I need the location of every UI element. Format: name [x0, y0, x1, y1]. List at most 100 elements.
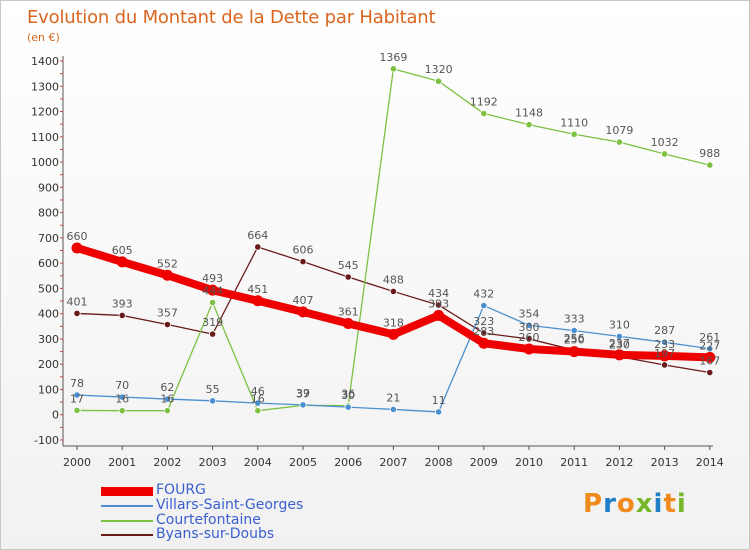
data-label-fourg: 318: [383, 316, 404, 329]
legend-label: FOURG: [156, 482, 206, 498]
data-label-villars-saint-georges: 310: [609, 318, 630, 331]
point-courtefontaine: [480, 109, 488, 118]
point-villars-saint-georges: [299, 401, 307, 409]
point-fourg: [613, 349, 625, 361]
data-label-byans-sur-doubs: 606: [293, 244, 314, 257]
data-label-byans-sur-doubs: 323: [473, 315, 494, 328]
data-label-fourg: 233: [654, 338, 675, 351]
x-tick-label: 2000: [63, 456, 91, 469]
x-tick-label: 2012: [605, 456, 633, 469]
point-fourg: [71, 242, 83, 254]
point-fourg: [387, 328, 399, 340]
point-courtefontaine: [706, 161, 714, 169]
data-label-fourg: 237: [609, 337, 630, 350]
point-courtefontaine: [525, 121, 533, 129]
data-label-villars-saint-georges: 39: [296, 387, 310, 400]
data-label-byans-sur-doubs: 545: [338, 259, 359, 272]
logo-letter: o: [616, 489, 636, 519]
point-byans-sur-doubs: [209, 330, 217, 338]
point-courtefontaine: [615, 138, 624, 146]
y-tick-label: 0: [52, 409, 59, 422]
point-fourg: [116, 256, 128, 268]
point-villars-saint-georges: [660, 338, 669, 346]
y-tick-label: 400: [38, 308, 59, 321]
data-label-villars-saint-georges: 432: [473, 288, 494, 301]
y-tick-label: 500: [38, 282, 59, 295]
data-label-fourg: 493: [202, 272, 223, 285]
point-villars-saint-georges: [163, 395, 171, 403]
point-fourg: [478, 337, 490, 349]
point-villars-saint-georges: [434, 408, 443, 416]
legend-item-courtefontaine: Courtefontaine: [101, 512, 401, 528]
data-label-villars-saint-georges: 21: [386, 391, 400, 404]
point-fourg: [207, 284, 219, 296]
point-villars-saint-georges: [615, 332, 624, 341]
data-label-byans-sur-doubs: 393: [112, 297, 133, 310]
data-label-courtefontaine: 1369: [379, 51, 407, 64]
point-byans-sur-doubs: [118, 311, 126, 320]
point-fourg: [161, 269, 173, 281]
data-label-byans-sur-doubs: 664: [247, 229, 268, 242]
data-label-courtefontaine: 988: [699, 147, 720, 160]
data-label-villars-saint-georges: 333: [564, 313, 585, 326]
y-tick-label: 800: [38, 207, 59, 220]
data-label-byans-sur-doubs: 434: [428, 287, 449, 300]
x-tick-label: 2003: [199, 456, 227, 469]
point-fourg: [252, 295, 264, 307]
legend-swatch: [101, 520, 153, 522]
point-villars-saint-georges: [254, 399, 262, 407]
data-label-courtefontaine: 17: [70, 392, 84, 405]
point-byans-sur-doubs: [525, 335, 533, 343]
logo-letter: P: [583, 489, 604, 519]
data-label-fourg: 552: [157, 257, 178, 270]
legend-label: Villars-Saint-Georges: [156, 497, 304, 513]
x-tick-label: 2009: [470, 456, 498, 469]
data-label-byans-sur-doubs: 357: [157, 307, 178, 320]
data-label-villars-saint-georges: 55: [206, 383, 220, 396]
point-villars-saint-georges: [525, 321, 533, 329]
point-byans-sur-doubs: [389, 287, 397, 296]
y-tick-label: 100: [38, 383, 59, 396]
y-tick-label: 1300: [31, 80, 59, 93]
point-byans-sur-doubs: [480, 329, 488, 337]
logo-letter: t: [663, 489, 677, 519]
x-tick-label: 2002: [153, 456, 181, 469]
data-label-courtefontaine: 1110: [560, 116, 588, 129]
data-label-courtefontaine: 1079: [605, 124, 633, 137]
point-villars-saint-georges: [570, 326, 578, 335]
y-tick-label: 1400: [31, 55, 59, 68]
data-label-fourg: 407: [293, 294, 314, 307]
point-byans-sur-doubs: [660, 361, 669, 369]
x-tick-label: 2014: [696, 456, 724, 469]
x-tick-label: 2001: [108, 456, 136, 469]
x-tick-label: 2007: [379, 456, 407, 469]
point-courtefontaine: [389, 65, 397, 73]
legend-label: Courtefontaine: [156, 512, 261, 528]
point-villars-saint-georges: [209, 397, 217, 405]
x-tick-label: 2008: [425, 456, 453, 469]
y-tick-label: 1100: [31, 131, 59, 144]
point-villars-saint-georges: [344, 403, 352, 411]
point-villars-saint-georges: [480, 301, 488, 310]
point-courtefontaine: [660, 150, 669, 158]
y-tick-label: 700: [38, 232, 59, 245]
data-label-villars-saint-georges: 354: [519, 307, 540, 320]
data-label-villars-saint-georges: 261: [699, 331, 720, 344]
point-byans-sur-doubs: [254, 243, 262, 251]
data-label-courtefontaine: 37: [296, 387, 310, 400]
data-label-fourg: 250: [564, 334, 585, 347]
data-label-courtefontaine: 16: [251, 393, 265, 406]
data-label-fourg: 660: [67, 230, 88, 243]
legend-swatch: [101, 486, 153, 496]
y-tick-label: 900: [38, 181, 59, 194]
chart-subtitle: (en €): [27, 31, 60, 44]
data-label-courtefontaine: 16: [115, 393, 129, 406]
x-tick-label: 2013: [651, 456, 679, 469]
data-label-villars-saint-georges: 62: [160, 381, 174, 394]
legend-item-villars-saint-georges: Villars-Saint-Georges: [101, 497, 401, 513]
data-label-villars-saint-georges: 287: [654, 324, 675, 337]
point-courtefontaine: [434, 77, 443, 85]
data-label-villars-saint-georges: 70: [115, 379, 129, 392]
data-label-fourg: 283: [473, 325, 494, 338]
point-courtefontaine: [570, 130, 578, 138]
